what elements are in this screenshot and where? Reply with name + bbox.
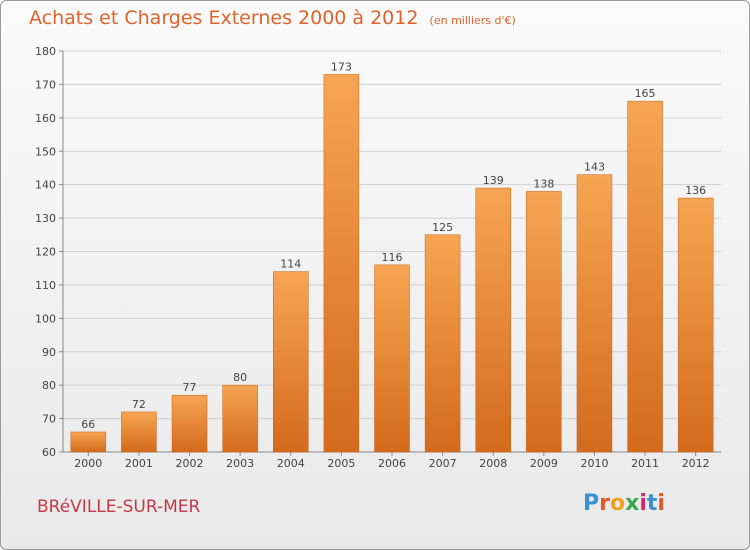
bar-2012 (677, 197, 714, 453)
bar-2007 (424, 234, 461, 453)
x-tick-label: 2000 (74, 457, 102, 470)
x-tick-label: 2002 (176, 457, 204, 470)
y-tick-label: 120 (35, 246, 56, 259)
bar-2005 (323, 74, 360, 453)
data-label: 114 (280, 258, 301, 271)
y-tick-label: 180 (35, 45, 56, 58)
x-tick-label: 2008 (479, 457, 507, 470)
data-label: 125 (432, 221, 453, 234)
x-tick-label: 2006 (378, 457, 406, 470)
unit-note: (en milliers d'€) (429, 14, 516, 27)
data-label: 143 (584, 161, 605, 174)
y-tick-label: 140 (35, 179, 56, 192)
data-label: 80 (233, 371, 247, 384)
commune-name: BRéVILLE-SUR-MER (37, 497, 201, 517)
y-tick-label: 160 (35, 112, 56, 125)
data-label: 138 (533, 177, 554, 190)
data-label: 66 (81, 418, 95, 431)
logo-letter: r (599, 491, 610, 516)
y-tick-label: 130 (35, 212, 56, 225)
x-tick-label: 2011 (631, 457, 659, 470)
axes: 60 70 80 90 100 110 120 130 140 150 160 170 180 2000 2… (35, 45, 721, 470)
y-tick-label: 110 (35, 279, 56, 292)
data-label: 116 (382, 251, 403, 264)
labels: 66 72 77 80 114 173 116 125 139 138 143 165 136 (81, 60, 706, 431)
y-tick-label: 170 (35, 78, 56, 91)
y-tick-label: 60 (42, 446, 56, 459)
bar-2011 (627, 100, 663, 453)
y-tick-label: 90 (42, 346, 56, 359)
data-label: 77 (183, 381, 197, 394)
x-tick-label: 2007 (429, 457, 457, 470)
y-tick-label: 70 (42, 413, 56, 426)
y-tick-label: 100 (35, 312, 56, 325)
logo-letter: t (646, 491, 658, 516)
data-label: 165 (635, 87, 656, 100)
logo-letter: P (583, 491, 600, 516)
x-tick-label: 2012 (682, 457, 710, 470)
data-label: 173 (331, 60, 352, 73)
bars (70, 74, 714, 453)
x-tick-label: 2004 (277, 457, 305, 470)
title-row: Achats et Charges Externes 2000 à 2012 (… (29, 7, 516, 29)
bar-2010 (576, 174, 613, 453)
x-tick-label: 2010 (580, 457, 608, 470)
bar-2003 (222, 384, 258, 453)
y-tick-label: 80 (42, 379, 56, 392)
x-tick-label: 2009 (530, 457, 558, 470)
bar-2000 (70, 431, 107, 453)
logo-letter: x (625, 491, 640, 516)
proxiti-logo: Proxiti (583, 491, 665, 516)
logo-letter: i (657, 491, 665, 516)
logo-letter: o (609, 491, 626, 516)
chart-title: Achats et Charges Externes 2000 à 2012 (29, 7, 419, 29)
logo-letter: i (639, 491, 647, 516)
data-label: 72 (132, 398, 146, 411)
bar-2001 (121, 411, 157, 453)
x-tick-label: 2003 (226, 457, 254, 470)
x-tick-label: 2005 (327, 457, 355, 470)
bar-2008 (475, 187, 511, 453)
bar-2002 (171, 394, 208, 453)
bar-2004 (273, 271, 309, 453)
data-label: 139 (483, 174, 504, 187)
y-tick-label: 150 (35, 145, 56, 158)
bar-2006 (374, 264, 410, 453)
data-label: 136 (685, 184, 706, 197)
x-tick-label: 2001 (125, 457, 153, 470)
bar-2009 (526, 191, 562, 453)
